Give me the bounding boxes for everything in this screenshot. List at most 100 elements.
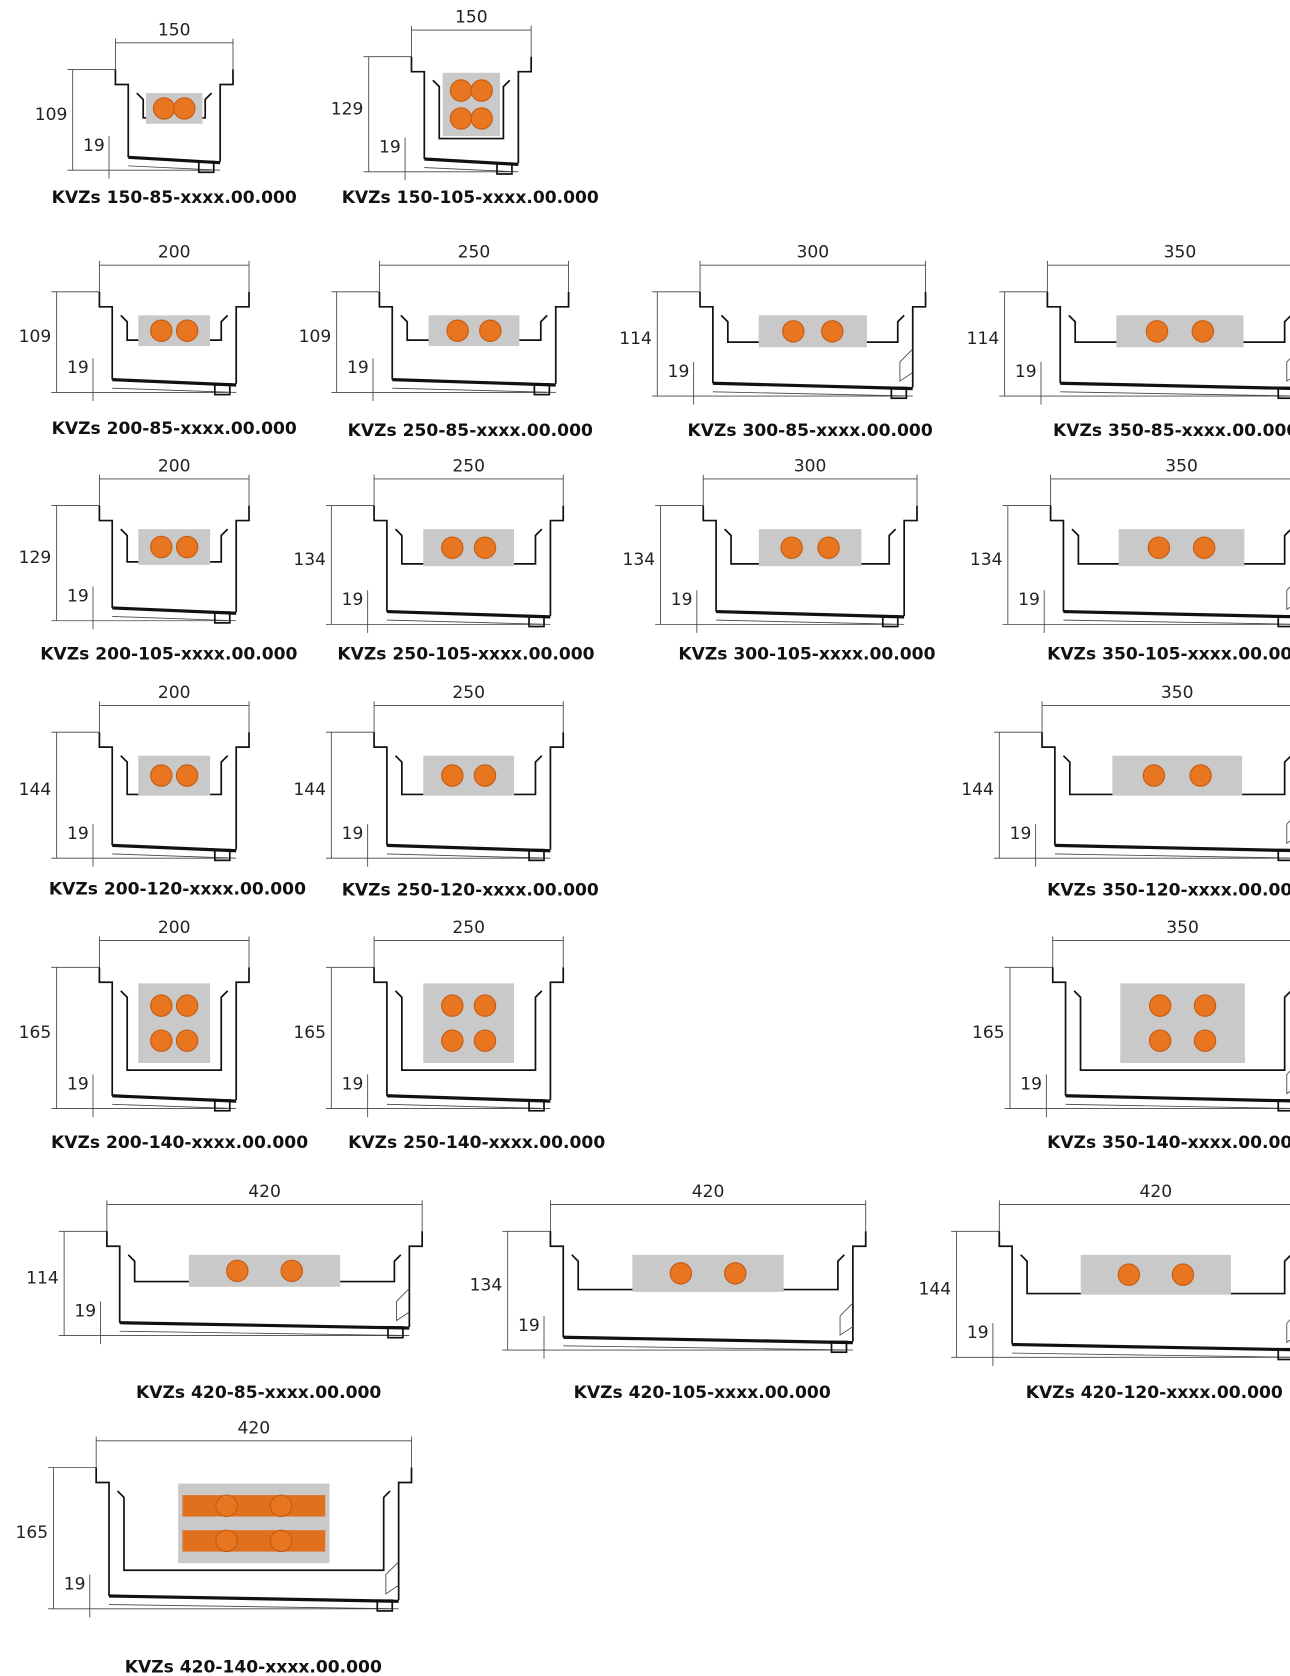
foot [213,1099,231,1112]
foot [1277,386,1290,400]
model-name: KVZs 350-85-xxxx.00.000 [1053,421,1290,441]
bottom-label: 19 [1010,824,1032,844]
channel-base [128,165,221,171]
pipe [1147,536,1171,559]
pipe [152,97,176,120]
model-name: KVZs 250-85-xxxx.00.000 [348,421,593,441]
channel-base [1012,1342,1290,1352]
pipe [226,1259,249,1283]
pipe [441,1029,464,1052]
channel-base [1065,1094,1290,1103]
channel-drawing: 300 114 19 KVZs 300-85-xxxx.00.000 [619,243,933,441]
pipe [175,535,199,559]
height-label: 109 [35,105,68,125]
model-name: KVZs 150-105-xxxx.00.000 [342,188,599,208]
channel-body [397,1467,413,1601]
channel-base [1060,381,1290,390]
height-label: 165 [15,1523,48,1543]
pipe [175,1029,199,1052]
height-label: 114 [967,329,1000,349]
corner [396,1288,410,1322]
channel-body [549,1231,565,1338]
channel-base [1054,853,1290,859]
model-name: KVZs 250-105-xxxx.00.000 [337,645,594,665]
bottom-label: 19 [67,824,89,844]
pipe [1193,1029,1217,1052]
channel-body [1049,505,1065,612]
pipe [470,79,493,102]
channel-base [563,1335,853,1345]
height-label: 144 [293,780,326,800]
corner [1286,820,1290,845]
width-label: 420 [692,1182,725,1202]
channel-drawing: 350 114 19 KVZs 350-85-xxxx.00.000 [967,243,1290,441]
foot [213,848,231,862]
pipe-panel [1120,983,1245,1064]
pipe [182,1495,326,1517]
model-name: KVZs 350-105-xxxx.00.000 [1047,645,1290,665]
pipe [724,1262,747,1285]
width-label: 150 [158,20,191,40]
channel-body [911,291,927,388]
width-label: 300 [796,243,829,263]
model-name: KVZs 420-85-xxxx.00.000 [136,1383,381,1403]
channel-base [112,616,237,622]
model-name: KVZs 200-120-xxxx.00.000 [49,880,306,900]
pipe [1192,536,1216,559]
width-label: 350 [1161,683,1194,703]
pipe [150,764,173,787]
bottom-label: 19 [347,358,369,378]
pipe [473,994,497,1017]
pipe-panel [138,983,211,1064]
foot [496,162,513,175]
channel-body [373,505,388,612]
channel-base [1065,1103,1290,1109]
channel-body [235,291,250,384]
pipe [473,764,497,787]
channel-body [554,291,570,384]
height-label: 134 [623,550,656,570]
pipe [821,320,844,343]
channel-drawing: 350 134 19 KVZs 350-105-xxxx.00.000 [970,456,1290,665]
channel-drawing: 200 144 19 KVZs 200-120-xxxx.00.000 [19,683,306,900]
width-label: 200 [158,918,191,938]
channel-base [563,1345,853,1351]
channel-body [702,505,717,612]
pipe [1189,764,1212,787]
width-label: 250 [452,918,485,938]
channel-drawing: 350 144 19 KVZs 350-120-xxxx.00.000 [961,683,1290,901]
foot [376,1599,394,1612]
pipe [175,994,199,1017]
channel-base [386,843,551,853]
foot [197,160,215,174]
channel-body [106,1231,121,1323]
pipe-panel [423,529,515,567]
pipe [1145,320,1169,343]
channel-drawing: 150 109 19 KVZs 150-85-xxxx.00.000 [35,20,297,208]
pipe [441,764,464,787]
pipe [175,319,199,342]
channel-base [112,1103,237,1110]
channel-drawing: 200 165 19 KVZs 200-140-xxxx.00.000 [19,918,309,1153]
channel-base [119,1321,410,1330]
channel-base [109,1604,399,1610]
channel-base [716,609,905,619]
foot [213,383,231,396]
width-label: 350 [1166,918,1199,938]
tray [1073,990,1290,1071]
channel-body [235,967,250,1101]
channel-body [517,56,533,164]
channel-body [410,56,426,160]
foot [1277,614,1290,628]
model-name: KVZs 300-105-xxxx.00.000 [678,645,935,665]
tray [116,1490,391,1572]
pipe [449,79,473,102]
height-label: 134 [970,550,1003,570]
pipe-panel [758,529,862,567]
pipe-panel [1112,755,1243,796]
height-label: 165 [293,1023,326,1043]
channel-drawing: 250 165 19 KVZs 250-140-xxxx.00.000 [293,918,605,1153]
channel-base [1063,609,1290,619]
channel-base [424,167,519,173]
